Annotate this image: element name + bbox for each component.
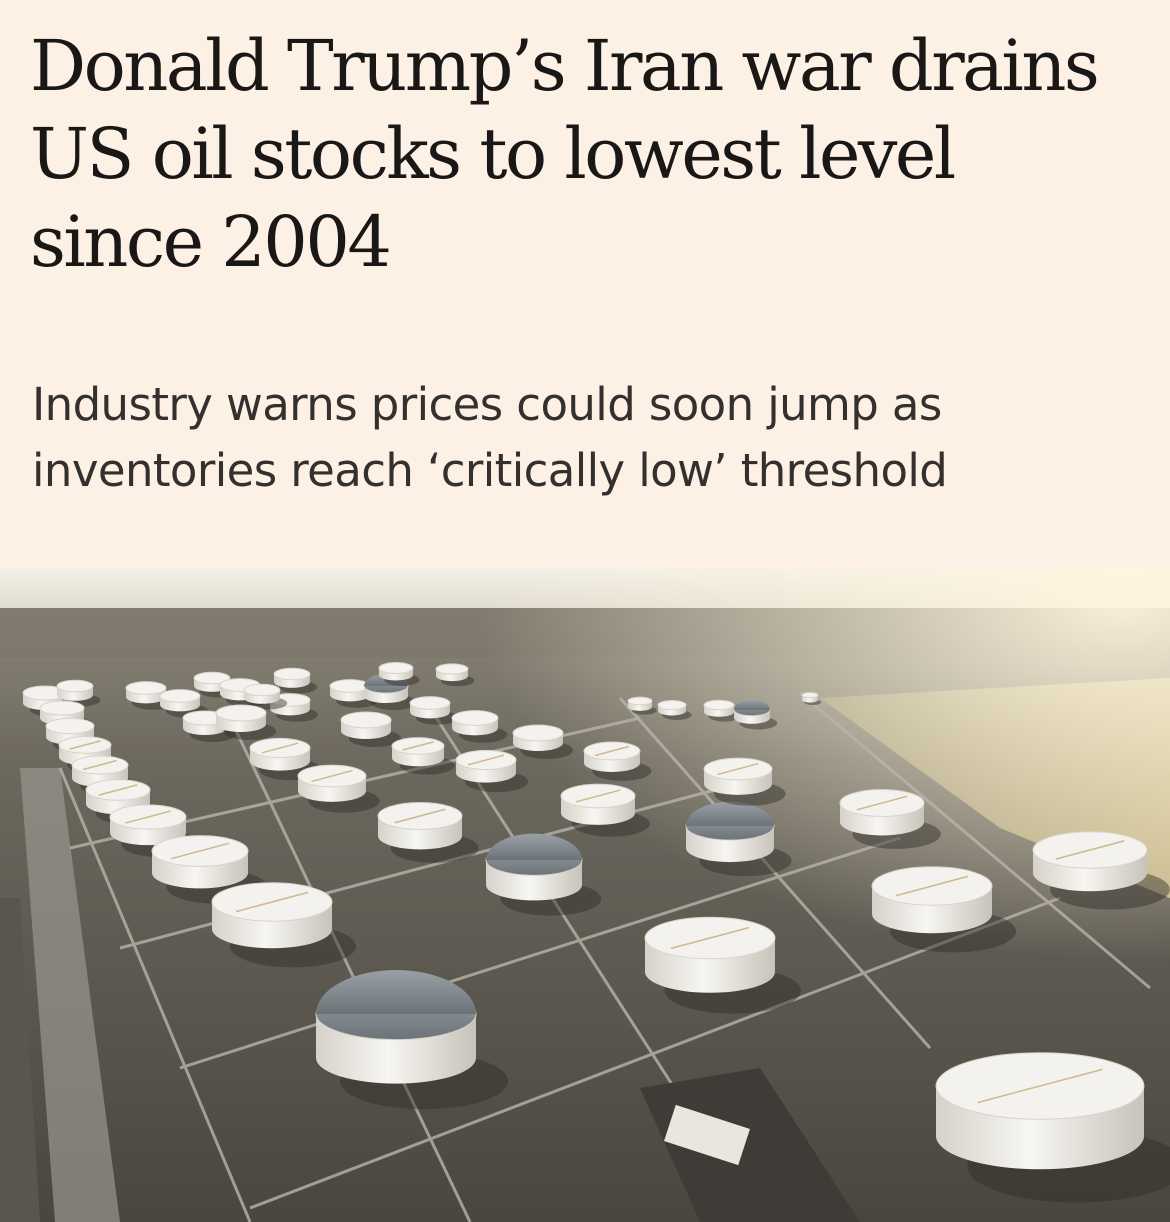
storage-tank — [1032, 831, 1170, 910]
storage-tank — [377, 802, 479, 863]
storage-tank — [243, 683, 288, 710]
storage-tank — [273, 667, 318, 694]
storage-tank — [378, 662, 420, 686]
storage-tank — [657, 700, 692, 720]
storage-tank — [363, 673, 417, 711]
storage-tank — [329, 679, 378, 708]
storage-tank — [409, 696, 458, 725]
storage-tank — [627, 696, 657, 715]
storage-tank — [583, 741, 652, 781]
article-photo — [0, 568, 1170, 1222]
storage-tank — [685, 801, 792, 877]
storage-tank — [315, 970, 508, 1110]
oil-storage-tanks-photo — [0, 568, 1170, 1222]
storage-tank — [297, 764, 380, 813]
storage-tank — [215, 704, 276, 740]
storage-tank — [560, 783, 650, 837]
storage-tank — [935, 1052, 1170, 1203]
storage-tank — [435, 663, 475, 687]
storage-tank — [340, 711, 401, 747]
storage-tank — [839, 789, 941, 849]
storage-tank — [644, 916, 801, 1014]
storage-tank — [451, 710, 508, 743]
storage-tank — [455, 749, 528, 793]
storage-tank — [211, 882, 356, 968]
storage-tank — [151, 835, 268, 904]
storage-tank — [391, 737, 455, 775]
standfirst: Industry warns prices could soon jump as… — [32, 378, 948, 497]
storage-tank — [733, 700, 778, 730]
storage-tank — [512, 724, 573, 759]
storage-tank — [703, 699, 740, 722]
storage-tank — [485, 833, 602, 916]
storage-tank — [703, 757, 786, 806]
headline: Donald Trump’s Iran war drains US oil st… — [30, 25, 1100, 283]
storage-tank — [801, 691, 822, 706]
storage-tank — [871, 866, 1016, 953]
storage-tank — [269, 693, 318, 722]
